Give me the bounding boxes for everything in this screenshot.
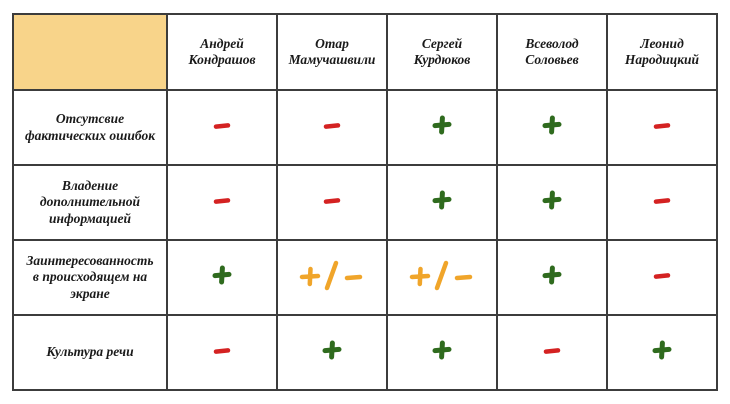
- criterion-label: Владение дополнительной информацией: [12, 164, 168, 241]
- rating-cell: [276, 239, 388, 316]
- criterion-label: Заинтересованность в происходящем на экр…: [12, 239, 168, 316]
- minus-icon: [543, 345, 561, 361]
- person-last-name: Соловьев: [525, 52, 579, 67]
- person-last-name: Кондрашов: [188, 52, 256, 67]
- person-first-name: Леонид: [640, 35, 684, 51]
- person-first-name: Сергей: [421, 35, 463, 51]
- rating-cell: [166, 164, 278, 241]
- plus-slash-minus-icon: [409, 259, 475, 295]
- rating-cell: [386, 89, 498, 166]
- minus-icon: [213, 345, 231, 361]
- plus-icon: [651, 339, 673, 365]
- criterion-label-line: экране: [70, 285, 110, 301]
- rating-cell: [496, 89, 608, 166]
- rating-cell: [386, 314, 498, 391]
- person-first-name: Андрей: [200, 35, 244, 51]
- rating-cell: [606, 314, 718, 391]
- rating-cell: [276, 164, 388, 241]
- criterion-label-line: фактических ошибок: [24, 127, 156, 143]
- header-row: Андрей Кондрашов Отар Мамучашвили Сергей…: [12, 13, 718, 91]
- criterion-label: Культура речи: [12, 314, 168, 391]
- person-last-name: Мамучашвили: [288, 52, 376, 67]
- criterion-label-line: Заинтересованность: [26, 252, 154, 268]
- plus-icon: [321, 339, 343, 365]
- rating-table: Андрей Кондрашов Отар Мамучашвили Сергей…: [12, 13, 718, 391]
- rating-cell: [166, 239, 278, 316]
- corner-cell: [12, 13, 168, 91]
- person-last-name: Курдюков: [413, 52, 471, 67]
- plus-icon: [211, 264, 233, 290]
- person-first-name: Всеволод: [525, 35, 579, 51]
- minus-icon: [323, 195, 341, 211]
- plus-icon: [431, 114, 453, 140]
- rating-cell: [606, 239, 718, 316]
- criterion-label: Отсутсвие фактических ошибок: [12, 89, 168, 166]
- criterion-row: Культура речи: [12, 314, 718, 391]
- person-header: Отар Мамучашвили: [276, 13, 388, 91]
- person-last-name: Народицкий: [624, 52, 700, 67]
- person-first-name: Отар: [315, 35, 349, 51]
- rating-cell: [496, 314, 608, 391]
- criterion-label-line: в происходящем на: [32, 269, 148, 285]
- criterion-label-line: Владение: [61, 177, 119, 193]
- rating-cell: [606, 89, 718, 166]
- criterion-row: Отсутсвие фактических ошибок: [12, 89, 718, 166]
- plus-icon: [541, 114, 563, 140]
- plus-icon: [541, 189, 563, 215]
- minus-icon: [323, 120, 341, 136]
- rating-cell: [386, 239, 498, 316]
- rating-cell: [166, 314, 278, 391]
- rating-cell: [496, 239, 608, 316]
- criterion-label-line: информацией: [48, 210, 131, 226]
- plus-icon: [541, 264, 563, 290]
- minus-icon: [213, 195, 231, 211]
- criterion-row: Заинтересованность в происходящем на экр…: [12, 239, 718, 316]
- person-header: Андрей Кондрашов: [166, 13, 278, 91]
- minus-icon: [653, 270, 671, 286]
- criterion-label-line: Культура речи: [46, 344, 134, 360]
- criterion-label-line: дополнительной: [39, 194, 141, 210]
- plus-icon: [431, 189, 453, 215]
- criterion-row: Владение дополнительной информацией: [12, 164, 718, 241]
- minus-icon: [653, 120, 671, 136]
- rating-cell: [606, 164, 718, 241]
- person-header: Леонид Народицкий: [606, 13, 718, 91]
- minus-icon: [653, 195, 671, 211]
- plus-icon: [431, 339, 453, 365]
- rating-cell: [496, 164, 608, 241]
- rating-cell: [166, 89, 278, 166]
- criterion-label-line: Отсутсвие: [55, 111, 125, 127]
- person-header: Сергей Курдюков: [386, 13, 498, 91]
- rating-cell: [386, 164, 498, 241]
- person-header: Всеволод Соловьев: [496, 13, 608, 91]
- rating-cell: [276, 314, 388, 391]
- plus-slash-minus-icon: [299, 259, 365, 295]
- rating-cell: [276, 89, 388, 166]
- minus-icon: [213, 120, 231, 136]
